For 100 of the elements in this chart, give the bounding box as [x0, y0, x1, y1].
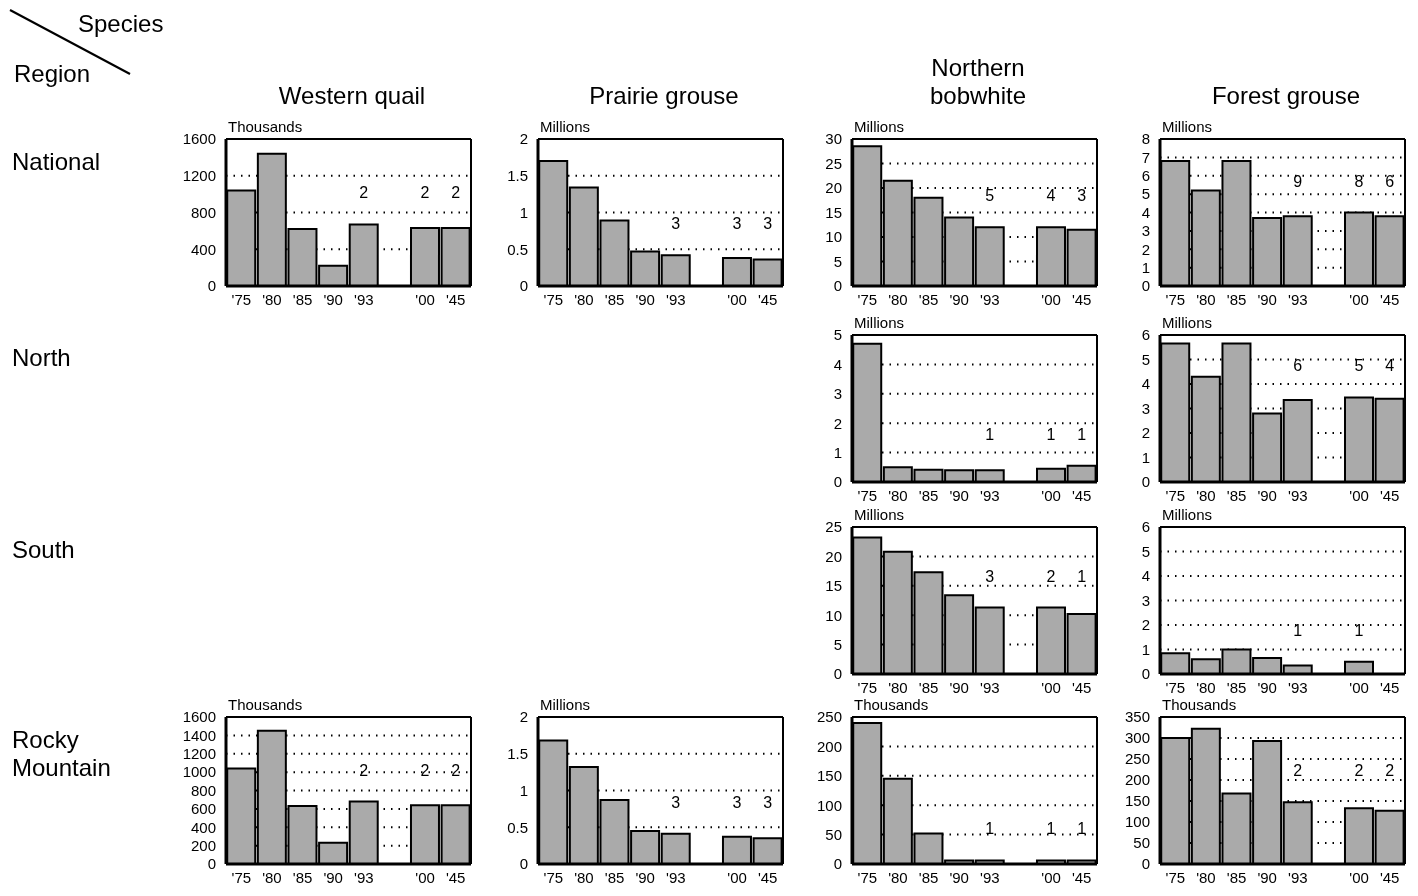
annotation: 6 — [1292, 357, 1304, 376]
x-tick-label: '90 — [1257, 486, 1277, 504]
y-tick-label: 1600 — [182, 130, 216, 148]
y-tick-label: 5 — [833, 635, 842, 653]
annotation: 8 — [1353, 172, 1365, 191]
y-tick-label: 0 — [833, 665, 842, 683]
y-tick-label: 150 — [816, 767, 842, 785]
y-tick-label: 0 — [519, 855, 528, 873]
x-tick-label: '45 — [757, 290, 778, 308]
x-tick-label: '80 — [262, 868, 282, 886]
annotation: 2 — [419, 761, 431, 780]
x-tick-label: '75 — [543, 290, 564, 308]
text: South — [12, 536, 75, 564]
y-axis-title: Millions — [854, 314, 905, 331]
annotation: 2 — [419, 184, 431, 203]
y-tick-label: 0 — [833, 855, 842, 873]
y-tick-label: 150 — [1124, 792, 1150, 810]
x-tick-label: '45 — [1379, 678, 1400, 696]
annotation: 1 — [1076, 425, 1088, 444]
y-tick-label: 350 — [1124, 708, 1150, 726]
annotation: 1 — [984, 425, 996, 444]
y-tick-label: 1600 — [182, 708, 216, 726]
y-tick-label: 0 — [833, 277, 842, 295]
x-tick-label: '75 — [1165, 868, 1186, 886]
x-tick-label: '93 — [1288, 678, 1308, 696]
annotation: 1 — [1076, 820, 1088, 839]
y-tick-label: 1 — [1141, 258, 1150, 276]
x-tick-label: '80 — [574, 290, 594, 308]
y-tick-label: 1 — [1141, 448, 1150, 466]
x-tick-label: '45 — [1071, 290, 1092, 308]
annotation: 2 — [450, 761, 462, 780]
annotation: 9 — [1292, 172, 1304, 191]
y-axis-title: Millions — [540, 118, 591, 135]
y-tick-label: 0.5 — [507, 818, 528, 836]
y-tick-label: 15 — [825, 203, 842, 221]
x-tick-label: '80 — [1196, 486, 1216, 504]
x-tick-label: '85 — [292, 868, 313, 886]
annotation: 1 — [1292, 621, 1304, 640]
y-tick-label: 3 — [833, 385, 842, 403]
y-tick-label: 6 — [1141, 518, 1150, 536]
x-tick-label: '00 — [415, 868, 435, 886]
y-tick-label: 600 — [190, 800, 216, 818]
x-tick-label: '85 — [918, 290, 939, 308]
x-tick-label: '45 — [445, 868, 466, 886]
text: Species — [78, 10, 164, 38]
x-tick-label: '85 — [604, 290, 625, 308]
x-tick-label: '80 — [1196, 868, 1216, 886]
y-tick-label: 6 — [1141, 326, 1150, 344]
y-tick-label: 4 — [1141, 375, 1150, 393]
y-tick-label: 2 — [1141, 616, 1150, 634]
y-tick-label: 400 — [190, 818, 216, 836]
x-tick-label: '80 — [1196, 678, 1216, 696]
x-tick-label: '45 — [1379, 290, 1400, 308]
x-tick-label: '00 — [415, 290, 435, 308]
y-tick-label: 0 — [1141, 665, 1150, 683]
y-tick-label: 25 — [825, 518, 842, 536]
x-tick-label: '85 — [918, 868, 939, 886]
x-tick-label: '00 — [727, 868, 747, 886]
text: Rocky Mountain — [12, 726, 111, 782]
x-tick-label: '75 — [857, 486, 878, 504]
x-tick-label: '75 — [1165, 290, 1186, 308]
x-tick-label: '93 — [1288, 868, 1308, 886]
annotation: 2 — [1292, 762, 1304, 781]
x-tick-label: '85 — [918, 486, 939, 504]
y-tick-label: 1 — [833, 443, 842, 461]
y-tick-label: 1400 — [182, 726, 216, 744]
y-tick-label: 30 — [825, 130, 842, 148]
x-tick-label: '85 — [918, 678, 939, 696]
x-tick-label: '90 — [949, 290, 969, 308]
chart-title: Forest grouse — [1211, 82, 1361, 110]
x-tick-label: '80 — [574, 868, 594, 886]
y-axis-title: Thousands — [228, 118, 303, 135]
y-tick-label: 5 — [833, 252, 842, 270]
y-tick-label: 15 — [825, 577, 842, 595]
x-tick-label: '85 — [1226, 678, 1247, 696]
x-tick-label: '00 — [1349, 678, 1369, 696]
y-tick-label: 8 — [1141, 130, 1150, 148]
x-tick-label: '75 — [857, 290, 878, 308]
x-tick-label: '85 — [604, 868, 625, 886]
y-axis-title: Thousands — [854, 696, 929, 713]
annotation: 3 — [1076, 187, 1088, 206]
annotation: 6 — [1384, 172, 1396, 191]
x-tick-label: '93 — [980, 486, 1000, 504]
y-tick-label: 800 — [190, 781, 216, 799]
x-tick-label: '45 — [1379, 486, 1400, 504]
x-tick-label: '90 — [949, 678, 969, 696]
x-tick-label: '75 — [1165, 678, 1186, 696]
y-tick-label: 1000 — [182, 763, 216, 781]
x-tick-label: '45 — [445, 290, 466, 308]
y-axis-title: Millions — [540, 696, 591, 713]
x-tick-label: '80 — [888, 486, 908, 504]
y-tick-label: 5 — [1141, 542, 1150, 560]
x-tick-label: '93 — [1288, 290, 1308, 308]
x-tick-label: '80 — [1196, 290, 1216, 308]
y-tick-label: 100 — [1124, 813, 1150, 831]
y-axis-title: Millions — [1162, 506, 1213, 523]
x-tick-label: '45 — [1379, 868, 1400, 886]
y-axis-title: Thousands — [228, 696, 303, 713]
annotation: 3 — [762, 215, 774, 234]
y-tick-label: 50 — [825, 825, 842, 843]
